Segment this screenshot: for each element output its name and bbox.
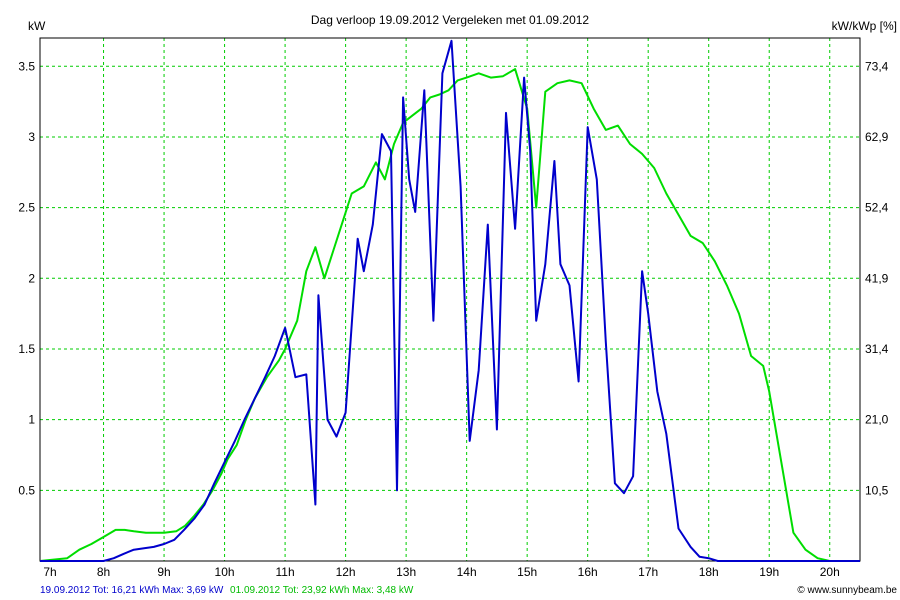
y-tick-label: 2.5 <box>18 201 35 215</box>
right-tick-label: 41,9 <box>865 271 889 285</box>
right-tick-label: 21,0 <box>865 413 889 427</box>
series-line-01-09-2012 <box>39 68 860 562</box>
x-tick-label: 10h <box>215 565 235 579</box>
series-lines <box>39 39 860 562</box>
left-axis-unit: kW <box>28 19 46 33</box>
series-line-19-09-2012 <box>40 39 860 562</box>
x-tick-label: 12h <box>336 565 356 579</box>
x-tick-label: 15h <box>517 565 537 579</box>
right-tick-label: 31,4 <box>865 342 889 356</box>
footer-legend: 19.09.2012 Tot: 16,21 kWh Max: 3,69 kW 0… <box>40 585 414 596</box>
x-tick-label: 20h <box>820 565 840 579</box>
right-tick-label: 52,4 <box>865 201 889 215</box>
y-tick-label: 1 <box>28 413 35 427</box>
right-tick-label: 10,5 <box>865 483 889 497</box>
x-tick-label: 16h <box>578 565 598 579</box>
y-tick-label: 3.5 <box>18 59 35 73</box>
y-tick-label: 3 <box>28 130 35 144</box>
y-tick-labels: 0.5 1 1.5 2 2.5 3 3.5 <box>18 59 35 497</box>
plot-frame <box>39 37 861 562</box>
x-tick-label: 14h <box>457 565 477 579</box>
right-tick-label: 62,9 <box>865 130 889 144</box>
y-tick-label: 2 <box>28 271 35 285</box>
right-tick-label: 73,4 <box>865 59 889 73</box>
legend-series-blue: 19.09.2012 Tot: 16,21 kWh Max: 3,69 kW <box>40 585 224 596</box>
x-tick-labels: 7h 8h 9h 10h 11h 12h 13h 14h 15h 16h 17h 18h 19h 20h <box>43 565 839 579</box>
right-tick-labels: 10,5 21,0 31,4 41,9 52,4 62,9 73,4 <box>865 59 889 497</box>
chart-title: Dag verloop 19.09.2012 Vergeleken met 01… <box>311 13 590 27</box>
y-tick-label: 1.5 <box>18 342 35 356</box>
x-tick-label: 13h <box>396 565 416 579</box>
x-tick-label: 18h <box>699 565 719 579</box>
y-tick-label: 0.5 <box>18 483 35 497</box>
x-tick-label: 8h <box>97 565 110 579</box>
x-tick-label: 7h <box>43 565 56 579</box>
x-tick-label: 17h <box>638 565 658 579</box>
x-tick-label: 19h <box>759 565 779 579</box>
x-tick-label: 9h <box>157 565 170 579</box>
copyright: © www.sunnybeam.be <box>797 585 897 596</box>
x-tick-label: 11h <box>276 565 295 579</box>
right-axis-unit: kW/kWp [%] <box>832 19 897 33</box>
legend-series-green: 01.09.2012 Tot: 23,92 kWh Max: 3,48 kW <box>230 585 414 596</box>
grid <box>40 38 860 561</box>
